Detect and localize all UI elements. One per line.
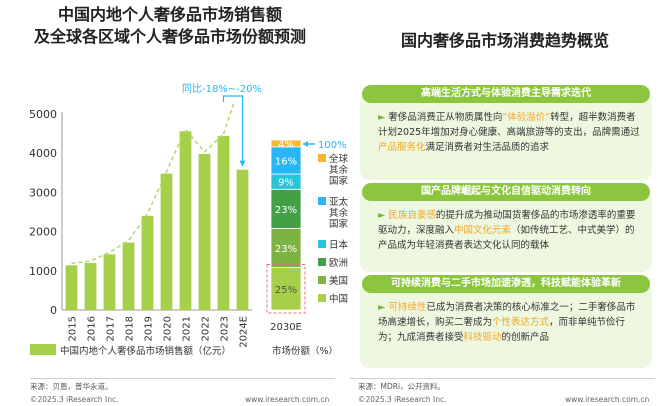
share-legend-title: 市场份额（%） [272,345,338,357]
left-title-line1: 中国内地个人奢侈品市场销售额 [57,5,282,24]
trend-extension [222,103,235,135]
trend-card-text: ► 民族自豪感的提升成为推动国货奢侈品的市场渗透率的重要驱动力，深度融入中国文化元… [378,208,640,253]
y-tick-label: 1000 [29,265,57,278]
total-label: 100% [318,140,347,151]
left-source: 来源：贝恩，普华永道。 [30,382,113,391]
left-divider [30,378,335,379]
bullet-icon: ► [378,112,386,123]
trend-card-1 [360,92,652,180]
trend-card-heading: 可持续消费与二手市场加速渗透，科技赋能体验革新 [362,275,650,293]
right-source: 来源：MDRi，公开资料。 [358,382,446,391]
trend-card-3 [360,282,652,368]
share-legend-swatch [318,240,326,248]
y-tick-label: 3000 [29,186,57,199]
share-legend-label: 中国 [329,293,348,305]
trend-card-text: ► 可持续性已成为消费者决策的核心标准之一；二手奢侈品市场高速增长，购买二奢成为个… [378,300,640,345]
highlight-text: 民族自豪感 [388,210,436,221]
x-tick-label: 2021 [182,316,193,341]
right-url: www.iresearch.com.cn [565,395,650,404]
left-url: www.iresearch.com.cn [245,395,330,404]
bar-2018 [122,242,135,310]
bar-2021 [179,131,192,310]
x-tick-label: 2018 [125,316,136,341]
left-title: 中国内地个人奢侈品市场销售额 及全球各区域个人奢侈品市场份额预测 [0,4,340,48]
body-text: 满足消费者对生活品质的追求 [425,142,550,153]
body-text: 的提升成为推动国货奢侈品的市场渗透率的重要驱动力，深度融入 [378,210,636,236]
body-text: 奢侈品消费正从物质属性向 [388,112,503,123]
share-legend-swatch [318,294,326,302]
bar-2019 [141,215,154,310]
trend-card-heading: 高端生活方式与体验消费主导需求迭代 [362,85,650,103]
bullet-icon: ► [378,210,386,221]
left-title-line2: 及全球各区域个人奢侈品市场份额预测 [33,27,306,46]
share-label: 16% [275,156,297,167]
right-copyright: ©2025.3 iResearch Inc. [358,395,447,404]
legend-swatch [30,344,56,355]
x-tick-label: 2015 [68,316,79,341]
x-tick-label: 2024E [239,316,250,348]
sales-and-share-chart: 0 1000 2000 3000 4000 5000 2015 2016 2017 2018 201… [29,83,349,357]
highlight-text: 中国文化元素 [454,225,512,236]
body-text: 已成为消费者决策的核心标准之一；二手奢侈品市场高速增长，购买二奢成为 [378,302,636,328]
share-legend-label: 日本 [329,239,349,251]
share-legend-swatch [318,197,326,205]
yoy-bracket [222,95,244,166]
y-tick-label: 5000 [29,108,57,121]
bar-2017 [103,254,116,310]
china-highlight [266,264,306,314]
bar-2024E [236,169,249,310]
share-legend-label: 欧洲 [329,257,348,269]
share-legend-label: 全球其余国家 [329,153,349,187]
body-text: （如传统工艺、中式美学）的产品成为年轻消费者表达文化认同的载体 [378,225,635,251]
share-legend-label: 美国 [329,275,348,287]
left-copyright: ©2025.3 iResearch Inc. [30,395,119,404]
right-title: 国内奢侈品市场消费趋势概览 [400,31,609,50]
share-segment-0 [270,267,302,311]
share-segment-5 [270,139,302,148]
highlight-text: 产品服务化 [378,142,426,153]
share-legend-swatch [318,258,326,266]
y-tick-label: 0 [50,304,57,317]
share-legend-swatch [318,276,326,284]
highlight-text: 可持续性 [388,302,427,313]
x-tick-label: 2019 [144,316,155,341]
share-label: 4% [278,139,294,150]
bar-2015 [65,265,78,310]
right-divider [350,378,655,379]
legend-label: 中国内地个人奢侈品市场销售额（亿元） [60,345,231,357]
trend-card-heading: 国产品牌崛起与文化自信驱动消费转向 [362,183,650,201]
x-tick-label: 2016 [87,316,98,341]
share-segment-2 [270,188,302,229]
share-label: 25% [275,285,297,296]
share-label: 23% [275,244,297,255]
total-arrowhead [303,141,308,147]
share-x-label: 2030E [270,322,302,333]
bar-2016 [84,262,97,310]
bullet-icon: ► [378,302,386,313]
x-tick-label: 2020 [163,316,174,341]
share-legend-label: 亚太其余国家 [329,196,349,230]
share-legend-swatch [318,154,326,162]
body-text: 的创新产品 [501,332,550,343]
trend-card-2 [360,190,652,272]
share-label: 9% [278,178,294,189]
body-text: ，而非单纯节俭行为；九成消费者接受 [378,317,626,343]
highlight-text: 科技驱动 [463,332,502,343]
share-label: 23% [275,205,297,216]
yoy-annotation: 同比-18%~-20% [182,83,262,95]
highlight-text: 个性表达方式 [492,317,550,328]
y-tick-label: 2000 [29,226,57,239]
bar-2022 [198,153,211,310]
y-tick-label: 4000 [29,147,57,160]
x-tick-label: 2017 [106,316,117,341]
bar-2023 [217,135,230,310]
trend-card-text: ► 奢侈品消费正从物质属性向“体验溢价”转型，超半数消费者计划2025年增加对身心… [378,110,640,155]
bar-2020 [160,173,173,310]
highlight-text: “体验溢价” [502,112,551,123]
x-tick-label: 2022 [201,316,212,341]
x-tick-label: 2023 [220,316,231,341]
yoy-arrowhead [239,160,246,167]
body-text: 转型，超半数消费者计划2025年增加对身心健康、高端旅游等的支出，品牌需通过 [378,112,640,138]
